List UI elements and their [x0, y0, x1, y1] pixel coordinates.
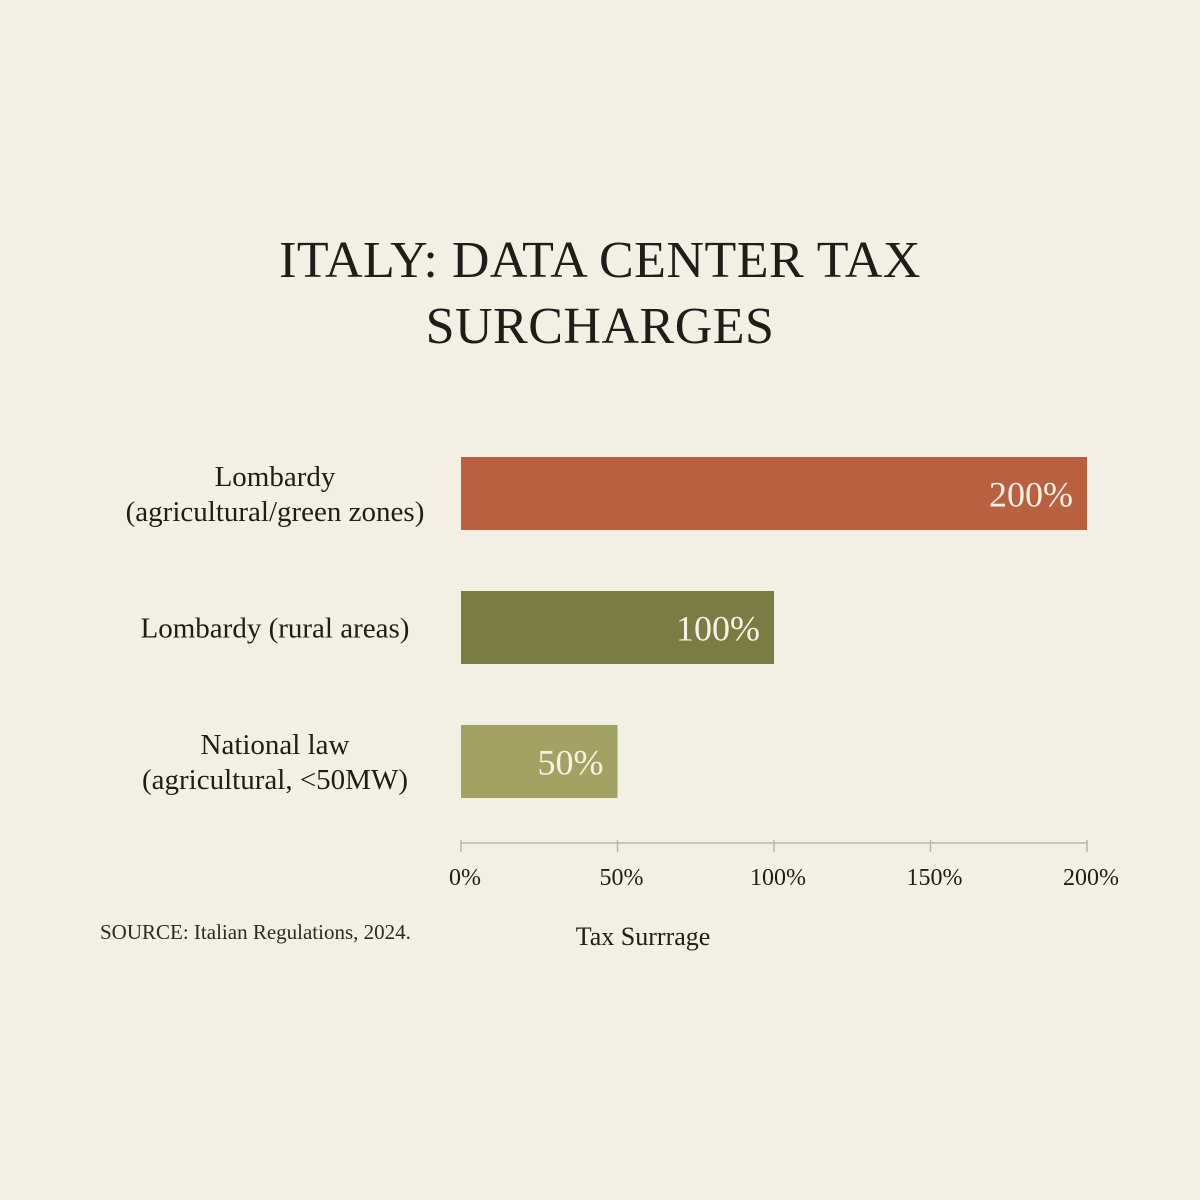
source-note: SOURCE: Italian Regulations, 2024. [100, 920, 411, 944]
x-tick-label: 0% [449, 865, 481, 891]
bar-value-label: 200% [989, 475, 1073, 515]
x-tick-label: 100% [750, 865, 806, 891]
x-tick-label: 150% [907, 865, 963, 891]
category-label: Lombardy (rural areas) [141, 613, 410, 645]
x-tick-label: 200% [1063, 865, 1119, 891]
category-label: National law (agricultural, <50MW) [142, 729, 408, 796]
bar-value-label: 50% [538, 743, 604, 783]
chart-title: ITALY: DATA CENTER TAX SURCHARGES [0, 228, 1200, 360]
chart-title-line-2: SURCHARGES [425, 298, 775, 355]
x-axis-title: Tax Surrrage [576, 922, 711, 951]
bar-value-label: 100% [676, 609, 760, 649]
bar [461, 725, 618, 798]
bar [461, 457, 1087, 530]
bar [461, 591, 774, 664]
x-tick-label: 50% [600, 865, 644, 891]
chart-title-line-1: ITALY: DATA CENTER TAX [279, 232, 921, 289]
category-label: Lombardy (agricultural/green zones) [126, 461, 425, 528]
